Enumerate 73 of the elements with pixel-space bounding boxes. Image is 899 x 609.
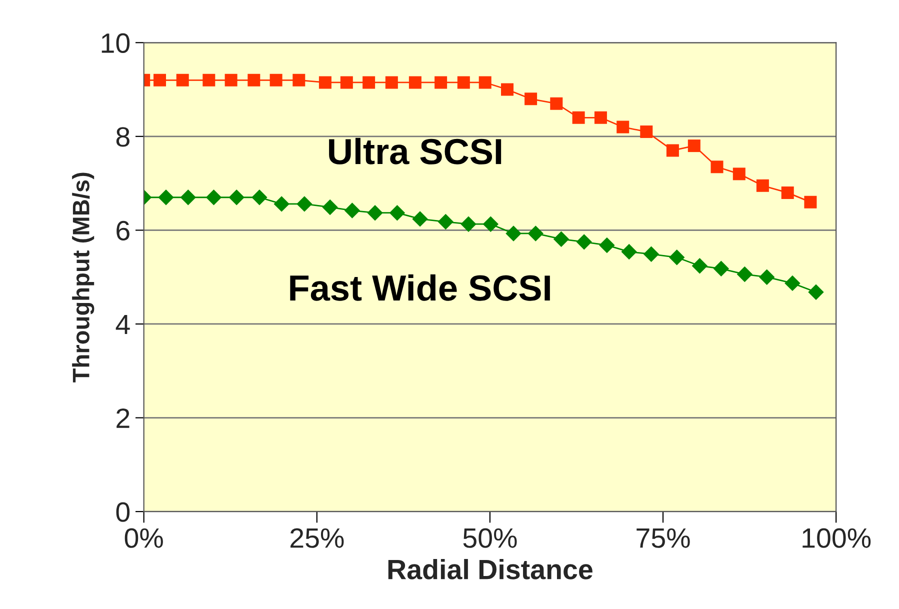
point <box>692 258 708 274</box>
x-axis-title: Radial Distance <box>388 558 592 580</box>
point <box>784 275 800 292</box>
y-tick-label: 8 <box>116 127 130 147</box>
point <box>758 269 775 285</box>
point <box>640 125 653 138</box>
point <box>599 237 615 254</box>
point <box>528 226 544 242</box>
point <box>252 190 268 206</box>
point <box>524 92 538 106</box>
x-tick-label: 100% <box>802 528 871 548</box>
point <box>270 74 282 86</box>
point <box>621 244 637 260</box>
point <box>572 111 585 124</box>
point <box>478 76 492 89</box>
point <box>808 284 824 300</box>
point <box>408 76 422 89</box>
x-tick-label: 50% <box>463 528 517 548</box>
point <box>553 231 570 247</box>
point <box>176 74 189 86</box>
y-tick-label: 2 <box>116 408 130 428</box>
point <box>666 144 679 157</box>
point <box>362 76 376 89</box>
point <box>158 190 174 206</box>
point <box>688 140 700 152</box>
point <box>438 214 454 230</box>
point <box>460 216 476 232</box>
point <box>296 196 312 212</box>
point <box>616 120 630 134</box>
point <box>594 111 607 124</box>
point <box>643 246 660 262</box>
y-axis-title: Throughput (MB/s) <box>72 172 94 382</box>
point <box>501 83 514 96</box>
point <box>576 234 592 250</box>
point <box>412 211 428 227</box>
point <box>389 204 406 221</box>
point <box>781 186 794 199</box>
point <box>248 74 260 86</box>
x-tick-label: 25% <box>290 528 344 548</box>
y-tick-label: 6 <box>116 220 130 241</box>
point <box>318 76 332 89</box>
point <box>736 266 753 282</box>
point <box>224 74 238 86</box>
point <box>206 190 222 206</box>
series-label: Ultra SCSI <box>329 138 502 164</box>
x-tick-label: 75% <box>636 528 690 548</box>
y-tick-label: 10 <box>102 33 130 53</box>
point <box>669 250 685 266</box>
point <box>732 168 746 180</box>
series-label: Fast Wide SCSI <box>290 274 550 301</box>
point <box>367 204 383 221</box>
point <box>344 202 360 218</box>
point <box>274 196 290 212</box>
point <box>340 76 353 89</box>
point <box>228 190 244 206</box>
point <box>385 76 398 89</box>
point <box>292 74 306 86</box>
point <box>457 76 470 89</box>
point <box>713 260 730 277</box>
point <box>434 76 448 89</box>
y-tick-label: 0 <box>116 502 130 522</box>
point <box>506 226 522 242</box>
point <box>322 199 338 216</box>
point <box>202 74 216 86</box>
y-tick-label: 4 <box>116 314 130 334</box>
x-tick-label: 0% <box>124 528 163 548</box>
point <box>756 179 769 192</box>
point <box>710 160 724 174</box>
point <box>482 216 499 232</box>
point <box>154 74 166 86</box>
point <box>180 190 196 206</box>
point <box>804 196 817 208</box>
point <box>550 97 563 110</box>
